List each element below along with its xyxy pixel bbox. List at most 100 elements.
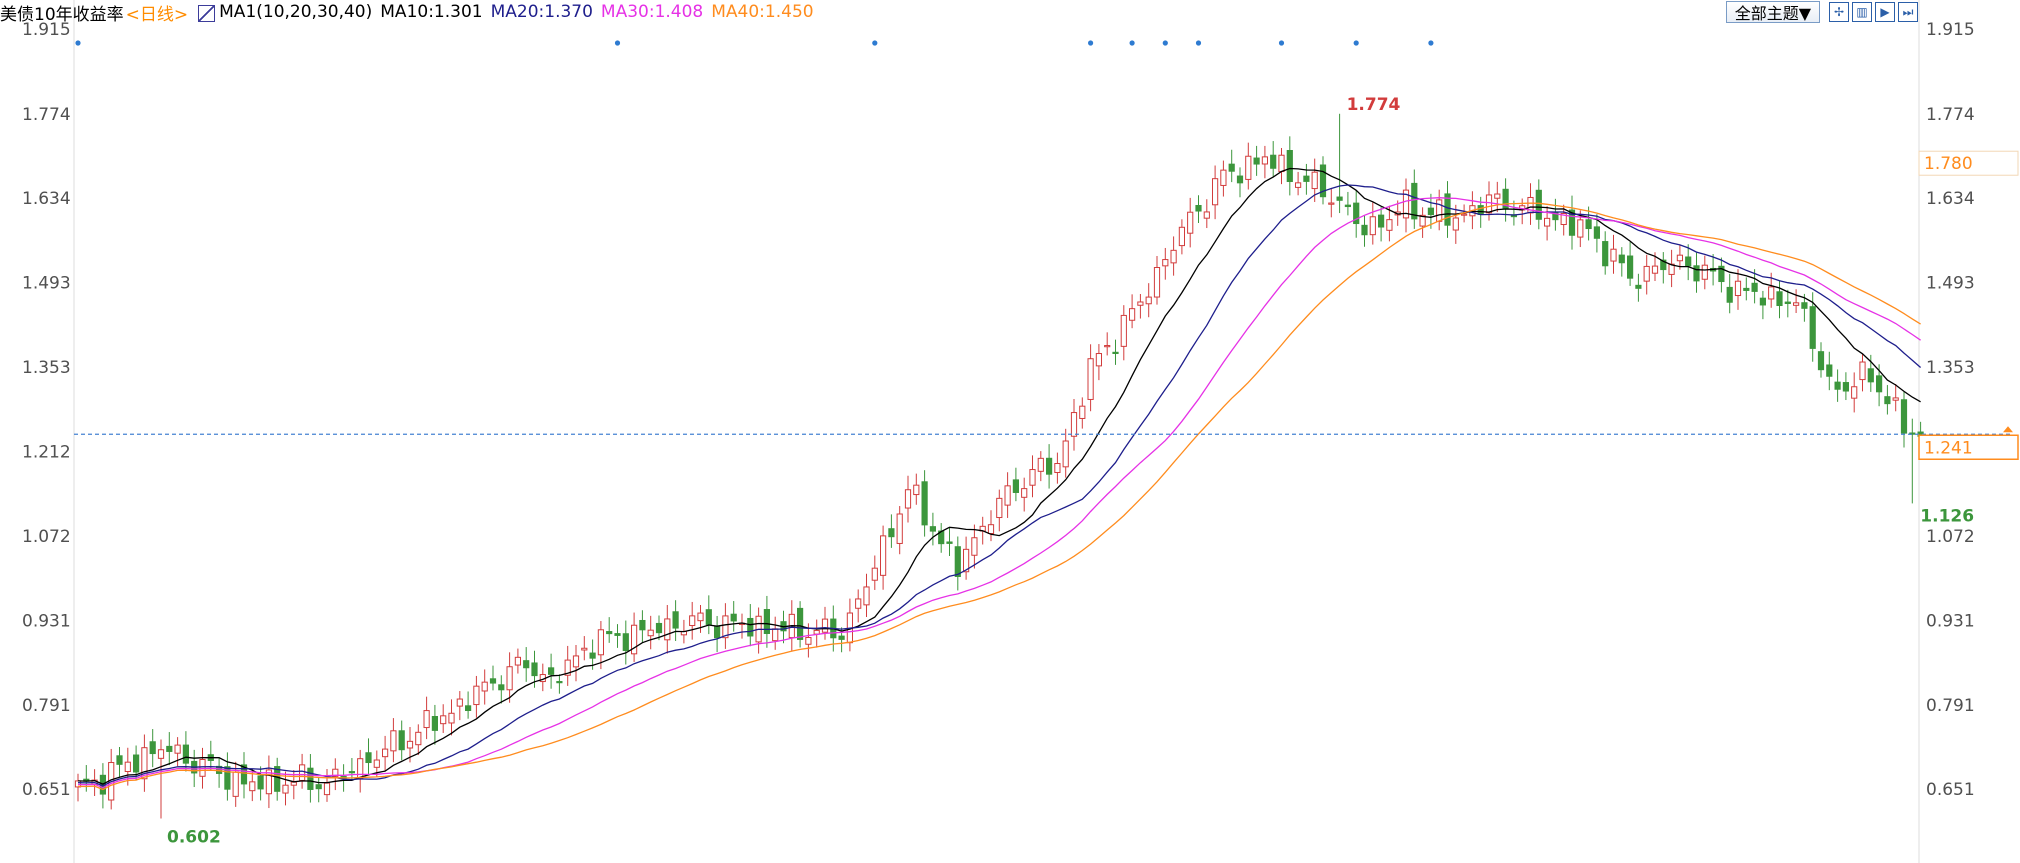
candle-up	[1859, 361, 1866, 381]
candle-down	[1303, 175, 1310, 182]
candle-down	[498, 684, 505, 691]
candle-down	[1826, 364, 1833, 377]
candle-down	[1635, 284, 1642, 289]
chart-title: 美债10年收益率	[0, 4, 124, 25]
candle-up	[232, 771, 239, 797]
candle-down	[747, 617, 754, 637]
candle-up	[855, 598, 862, 609]
candle-up	[357, 758, 364, 779]
candle-up	[564, 659, 571, 676]
candle-up	[1087, 358, 1094, 400]
candle-up	[1029, 469, 1036, 486]
candle-down	[1585, 219, 1592, 230]
candle-up	[157, 749, 165, 759]
min-value-label-left: 0.602	[167, 827, 221, 847]
candle-up	[1261, 156, 1269, 165]
candle-up	[506, 666, 513, 691]
y-tick-label-right: 0.651	[1926, 780, 1975, 800]
candle-down	[655, 622, 663, 634]
candle-up	[1643, 265, 1650, 282]
candle-down	[1759, 297, 1767, 306]
expand-icon[interactable]: ✢	[1829, 2, 1849, 22]
candle-up	[1676, 254, 1684, 262]
current-value-label: 1.241	[1924, 438, 1973, 458]
candle-up	[1386, 219, 1393, 231]
candle-up	[1203, 211, 1210, 219]
candle-up	[1577, 219, 1584, 238]
candle-up	[448, 712, 455, 724]
candle-down	[838, 635, 845, 640]
candle-down	[398, 730, 405, 751]
y-tick-label-left: 1.493	[22, 274, 71, 294]
candle-up	[597, 629, 604, 656]
candle-up	[1162, 259, 1169, 267]
play-icon[interactable]: ▶	[1875, 2, 1895, 22]
candle-down	[489, 678, 497, 684]
candle-down	[431, 716, 438, 731]
candle-down	[1884, 396, 1891, 405]
candle-down	[1726, 286, 1733, 303]
theme-dropdown[interactable]: 全部主题▼	[1725, 1, 1820, 23]
candle-up	[1178, 226, 1186, 247]
candle-down	[1336, 196, 1343, 201]
candle-up	[282, 784, 289, 794]
candle-down	[1195, 204, 1202, 212]
event-marker	[1278, 40, 1285, 46]
candle-down	[1801, 302, 1808, 309]
candle-down	[639, 619, 646, 631]
candle-down	[929, 526, 936, 532]
candle-down	[1718, 265, 1725, 283]
candle-up	[1768, 286, 1775, 300]
candle-up	[1120, 314, 1127, 347]
candle-down	[797, 607, 804, 640]
candle-up	[249, 781, 256, 792]
candle-down	[1236, 175, 1244, 184]
candle-down	[1900, 399, 1908, 434]
candle-up	[1070, 412, 1078, 437]
candle-down	[182, 744, 190, 764]
candle-up	[1129, 308, 1136, 321]
y-tick-label-left: 1.353	[22, 358, 71, 378]
period-selector[interactable]: <日线>	[125, 4, 189, 25]
candle-up	[299, 764, 306, 781]
candle-up	[456, 698, 463, 707]
layout-icon[interactable]: ▥	[1852, 2, 1872, 22]
candle-up	[1137, 301, 1144, 306]
candle-up	[1494, 193, 1501, 199]
candle-down	[1012, 479, 1019, 493]
indicator-settings-icon[interactable]	[198, 4, 216, 22]
chart-toolbar: 全部主题▼ ✢ ▥ ▶ ⏭	[1725, 1, 1918, 23]
candle-up	[1212, 178, 1219, 206]
event-marker	[75, 40, 81, 46]
event-marker	[1162, 40, 1168, 46]
y-tick-label-left: 0.651	[22, 780, 71, 800]
candle-up	[290, 781, 297, 786]
candle-up	[971, 537, 978, 556]
y-tick-label-right: 1.915	[1926, 20, 1975, 40]
candle-up	[1062, 440, 1069, 468]
candle-up	[382, 748, 389, 758]
candle-down	[1477, 205, 1484, 215]
candle-down	[763, 609, 770, 634]
ma10-line	[77, 167, 1921, 785]
candle-down	[705, 609, 712, 625]
y-tick-label-left: 1.634	[22, 189, 71, 209]
candle-up	[1651, 265, 1659, 274]
candle-down	[224, 766, 231, 790]
candle-up	[1369, 216, 1376, 236]
candle-down	[1784, 301, 1791, 305]
candle-up	[1485, 194, 1493, 214]
y-tick-label-right: 0.791	[1926, 696, 1975, 716]
candle-up	[987, 524, 995, 534]
next-icon[interactable]: ⏭	[1898, 2, 1918, 22]
y-tick-label-left: 0.791	[22, 696, 71, 716]
candle-down	[1751, 282, 1758, 292]
candle-down	[274, 766, 281, 792]
candle-up	[1892, 397, 1899, 401]
ma-params[interactable]: MA1(10,20,30,40)	[219, 2, 373, 22]
candle-up	[1734, 280, 1742, 297]
candle-up	[1278, 154, 1285, 173]
candle-down	[348, 771, 355, 774]
y-tick-label-left: 1.774	[22, 105, 71, 125]
candle-up	[332, 768, 339, 777]
